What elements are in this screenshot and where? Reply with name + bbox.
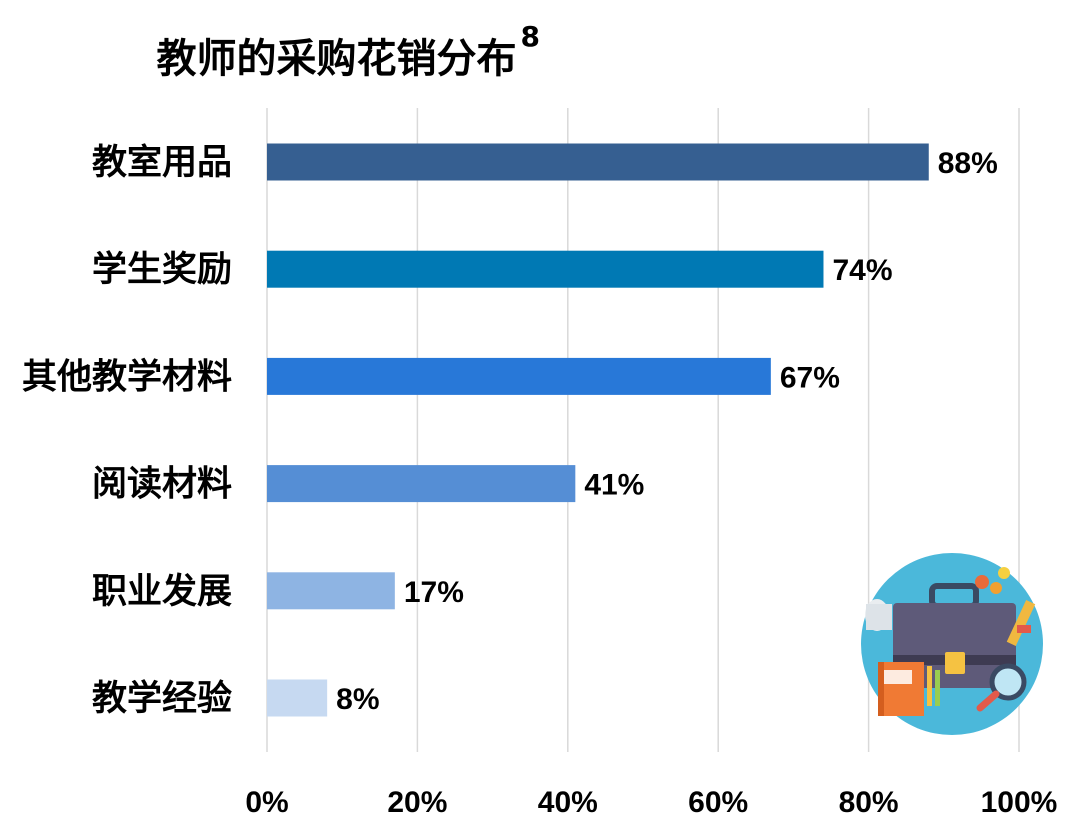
chart-title: 教师的采购花销分布 8 [157,20,540,82]
bars [267,143,929,717]
bar [267,143,929,181]
chart-title-main: 教师的采购花销分布 [157,36,517,82]
category-label: 学生奖励 [92,249,232,290]
chart-title-superscript: 8 [521,20,540,53]
value-label: 88% [938,147,998,180]
x-tick-label: 80% [839,786,899,819]
x-tick-label: 20% [387,786,447,819]
bar [267,465,576,503]
grid-lines [266,108,1020,752]
category-label: 阅读材料 [92,465,232,505]
category-label: 其他教学材料 [22,356,232,397]
value-label: 74% [832,254,892,287]
bar [267,250,824,288]
x-tick-labels: 0% 20% 40% 60% 80% 100% [245,786,1057,819]
category-label: 职业发展 [92,572,232,612]
category-label: 教室用品 [92,142,232,183]
value-label: 8% [336,683,379,716]
value-label: 17% [404,576,464,609]
x-tick-label: 0% [245,786,288,819]
x-tick-label: 100% [981,786,1058,819]
value-labels: 88% 74% 67% 41% 17% 8% [336,147,998,716]
bar [267,572,395,610]
value-label: 67% [780,361,840,394]
bar [267,679,328,717]
bar [267,357,771,395]
briefcase-illustration-icon [861,553,1043,735]
value-label: 41% [584,469,644,502]
x-tick-label: 60% [688,786,748,819]
category-label: 教学经验 [92,678,232,719]
x-tick-label: 40% [538,786,598,819]
